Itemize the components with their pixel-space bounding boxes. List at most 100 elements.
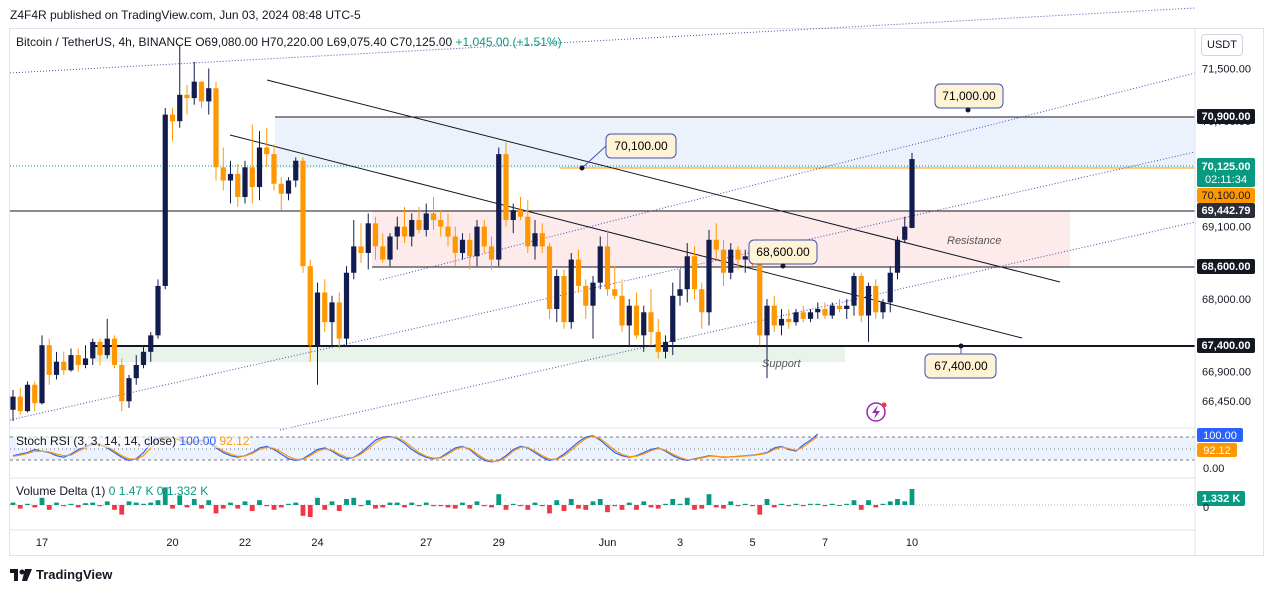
- candle[interactable]: [517, 196, 524, 221]
- candle[interactable]: [438, 210, 444, 237]
- candle[interactable]: [314, 282, 321, 385]
- candle[interactable]: [351, 220, 357, 280]
- candle[interactable]: [894, 236, 901, 280]
- candle[interactable]: [387, 233, 393, 267]
- candle[interactable]: [278, 177, 284, 211]
- candle[interactable]: [677, 269, 683, 306]
- candle[interactable]: [633, 292, 640, 339]
- candle[interactable]: [778, 308, 785, 336]
- candle[interactable]: [467, 233, 473, 270]
- tradingview-logo[interactable]: TradingView: [10, 567, 112, 582]
- candle[interactable]: [612, 266, 618, 300]
- stoch-d-line[interactable]: [12, 435, 819, 462]
- candle[interactable]: [32, 381, 38, 412]
- currency-button[interactable]: USDT: [1201, 34, 1243, 56]
- candle[interactable]: [97, 338, 103, 365]
- candle[interactable]: [539, 223, 545, 253]
- candle[interactable]: [322, 279, 328, 333]
- candle[interactable]: [423, 203, 429, 237]
- tag-last-price[interactable]: 70,125.00 02:11:34: [1197, 158, 1255, 187]
- candle[interactable]: [271, 144, 277, 191]
- candle[interactable]: [358, 223, 364, 263]
- candle[interactable]: [409, 213, 415, 247]
- tag-69442[interactable]: 69,442.79: [1197, 203, 1255, 218]
- candle[interactable]: [126, 374, 132, 408]
- candle[interactable]: [641, 305, 647, 352]
- candle[interactable]: [771, 295, 777, 333]
- candle[interactable]: [343, 266, 350, 346]
- candle[interactable]: [235, 164, 241, 207]
- channel-line-2[interactable]: [9, 151, 1196, 421]
- candle[interactable]: [90, 338, 96, 365]
- candle[interactable]: [336, 292, 342, 349]
- candle[interactable]: [307, 259, 313, 362]
- candle[interactable]: [662, 335, 669, 359]
- candle[interactable]: [177, 45, 183, 128]
- candle[interactable]: [836, 299, 843, 313]
- volume-legend[interactable]: Volume Delta (1) 0 1.47 K 0 1.332 K: [16, 484, 208, 498]
- candle[interactable]: [764, 299, 770, 379]
- candle-series[interactable]: [10, 45, 915, 421]
- candle[interactable]: [699, 282, 705, 329]
- candle[interactable]: [300, 157, 306, 273]
- candle[interactable]: [293, 157, 299, 188]
- candle[interactable]: [394, 216, 400, 250]
- candle[interactable]: [735, 246, 741, 270]
- candle[interactable]: [503, 140, 509, 227]
- candle[interactable]: [793, 308, 799, 326]
- candle[interactable]: [525, 200, 531, 253]
- candle[interactable]: [481, 220, 487, 253]
- time-axis[interactable]: 17 20 22 24 27 29 Jun 3 5 7 10: [36, 537, 918, 549]
- volume-name[interactable]: Volume Delta (1): [16, 484, 106, 498]
- candle[interactable]: [583, 279, 589, 319]
- candle[interactable]: [242, 160, 248, 204]
- candle[interactable]: [865, 282, 872, 342]
- candle[interactable]: [430, 196, 437, 230]
- candle[interactable]: [902, 216, 908, 244]
- symbol-label[interactable]: Bitcoin / TetherUS, 4h, BINANCE: [16, 35, 192, 49]
- candle[interactable]: [24, 381, 31, 413]
- candle[interactable]: [264, 127, 270, 168]
- channel-line-3[interactable]: [279, 221, 1196, 431]
- candle[interactable]: [213, 81, 219, 181]
- tag-stoch-d[interactable]: 92.12: [1197, 443, 1237, 457]
- candle[interactable]: [227, 160, 234, 204]
- candle[interactable]: [416, 206, 422, 234]
- candle[interactable]: [822, 302, 828, 319]
- candle[interactable]: [655, 318, 661, 359]
- candle[interactable]: [445, 213, 451, 247]
- candle[interactable]: [532, 220, 538, 260]
- stoch-name[interactable]: Stoch RSI (3, 3, 14, 14, close): [16, 434, 177, 448]
- candle[interactable]: [851, 272, 857, 316]
- descending-trendline-upper[interactable]: [266, 79, 1061, 283]
- candle[interactable]: [474, 220, 480, 267]
- callout-67400[interactable]: 67,400.00: [924, 343, 997, 379]
- candle[interactable]: [887, 266, 893, 313]
- candle[interactable]: [670, 282, 676, 356]
- candle[interactable]: [728, 243, 734, 280]
- callout-70100[interactable]: 70,100.00: [579, 133, 677, 171]
- tag-67400[interactable]: 67,400.00: [1197, 338, 1255, 353]
- candle[interactable]: [169, 108, 176, 141]
- tag-stoch-k[interactable]: 100.00: [1197, 428, 1243, 442]
- candle[interactable]: [488, 236, 495, 270]
- candle[interactable]: [546, 243, 553, 319]
- candle[interactable]: [140, 345, 147, 369]
- candle[interactable]: [220, 147, 226, 191]
- candle[interactable]: [155, 279, 161, 339]
- callout-71000[interactable]: 71,000.00: [934, 83, 1004, 113]
- candle[interactable]: [452, 226, 458, 267]
- candle[interactable]: [365, 213, 371, 270]
- candle[interactable]: [590, 276, 596, 339]
- stoch-legend[interactable]: Stoch RSI (3, 3, 14, 14, close) 100.00 9…: [16, 434, 250, 448]
- candle[interactable]: [626, 299, 632, 346]
- candle[interactable]: [575, 249, 582, 293]
- candle[interactable]: [568, 252, 574, 329]
- candle[interactable]: [554, 269, 560, 323]
- candle[interactable]: [800, 305, 806, 323]
- candle[interactable]: [713, 223, 719, 260]
- volume-delta-bars[interactable]: [10, 487, 915, 517]
- candle[interactable]: [133, 355, 139, 385]
- events-lightning-icon[interactable]: [866, 402, 887, 422]
